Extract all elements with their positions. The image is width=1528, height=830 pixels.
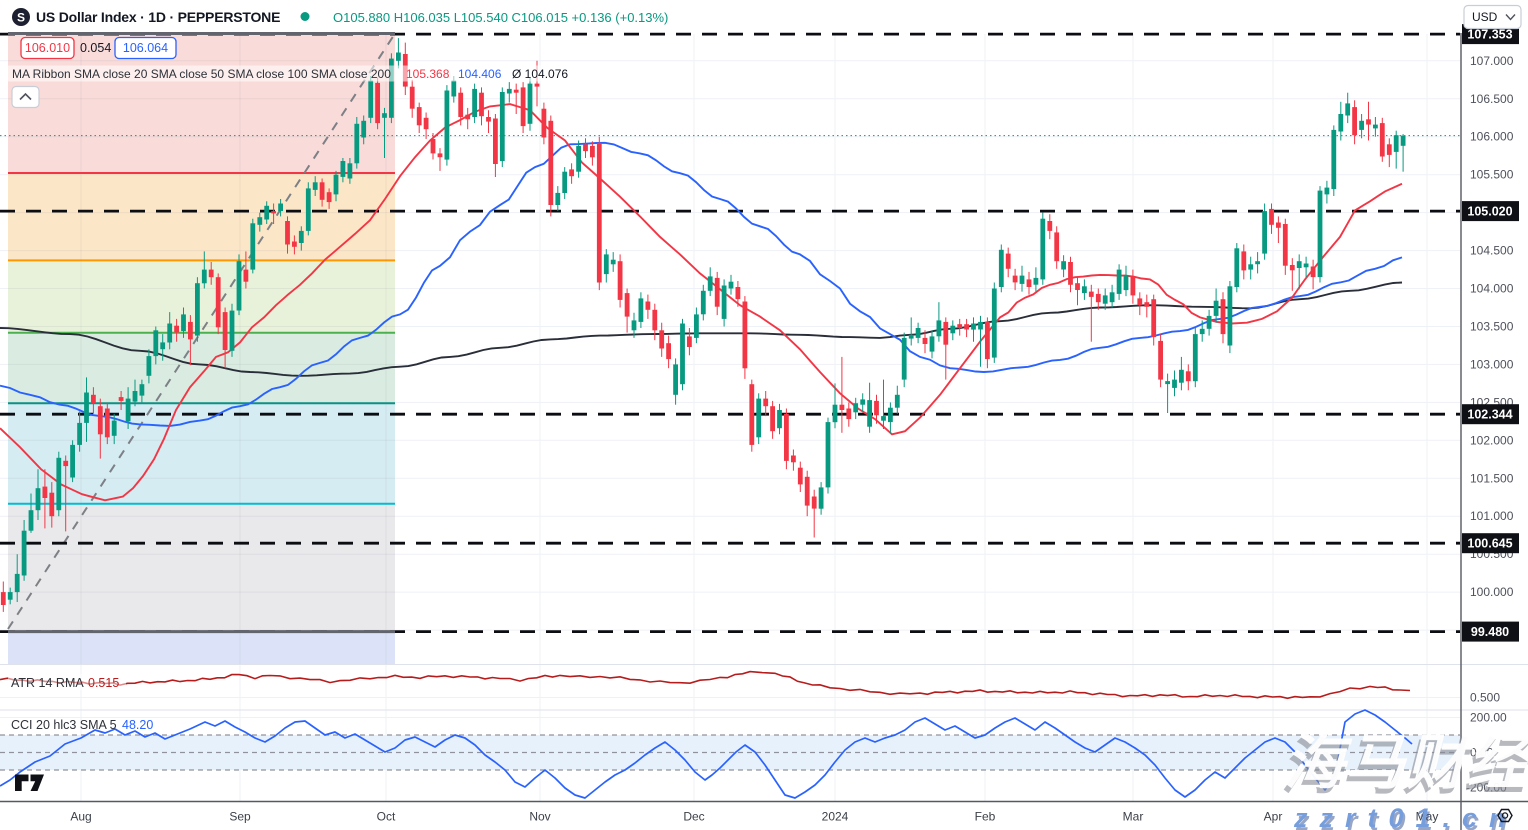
svg-text:106.000: 106.000 bbox=[1470, 130, 1514, 144]
svg-text:104.500: 104.500 bbox=[1470, 244, 1514, 258]
svg-text:zzrt01.cn: zzrt01.cn bbox=[1295, 806, 1520, 830]
svg-text:103.500: 103.500 bbox=[1470, 320, 1514, 334]
svg-text:CCI 20 hlc3 SMA 5: CCI 20 hlc3 SMA 5 bbox=[11, 718, 117, 732]
svg-text:104.406: 104.406 bbox=[458, 67, 502, 81]
svg-text:48.20: 48.20 bbox=[122, 718, 153, 732]
svg-text:Dec: Dec bbox=[683, 810, 704, 824]
svg-text:Oct: Oct bbox=[377, 810, 396, 824]
svg-text:99.480: 99.480 bbox=[1471, 625, 1509, 639]
svg-text:Feb: Feb bbox=[975, 810, 996, 824]
svg-text:USD: USD bbox=[1472, 10, 1498, 24]
svg-text:Nov: Nov bbox=[529, 810, 550, 824]
svg-text:105.020: 105.020 bbox=[1467, 205, 1512, 219]
svg-text:106.010: 106.010 bbox=[25, 41, 70, 55]
svg-text:海马财经: 海马财经 bbox=[1284, 729, 1528, 796]
svg-text:106.064: 106.064 bbox=[123, 41, 168, 55]
svg-text:Aug: Aug bbox=[70, 810, 91, 824]
svg-text:102.000: 102.000 bbox=[1470, 433, 1514, 447]
svg-text:0.500: 0.500 bbox=[1470, 691, 1500, 705]
svg-text:0.054: 0.054 bbox=[80, 41, 111, 55]
svg-text:100.000: 100.000 bbox=[1470, 585, 1514, 599]
svg-text:101.000: 101.000 bbox=[1470, 509, 1514, 523]
svg-text:Mar: Mar bbox=[1123, 810, 1144, 824]
svg-text:107.353: 107.353 bbox=[1467, 28, 1512, 42]
svg-text:106.500: 106.500 bbox=[1470, 92, 1514, 106]
svg-text:O105.880 H106.035 L105.540: O105.880 H106.035 L105.540 C106.015 +0.1… bbox=[333, 10, 668, 25]
svg-text:102.344: 102.344 bbox=[1467, 408, 1512, 422]
svg-text:107.000: 107.000 bbox=[1470, 54, 1514, 68]
svg-text:2024: 2024 bbox=[822, 810, 849, 824]
svg-text:0.00: 0.00 bbox=[1470, 746, 1494, 760]
svg-text:103.000: 103.000 bbox=[1470, 357, 1514, 371]
svg-text:-200.00: -200.00 bbox=[1466, 781, 1507, 795]
svg-text:May: May bbox=[1416, 810, 1439, 824]
svg-text:US Dollar Index · 1D · PEPPERS: US Dollar Index · 1D · PEPPERSTONE bbox=[36, 9, 280, 25]
svg-text:200.00: 200.00 bbox=[1470, 711, 1507, 725]
svg-text:Sep: Sep bbox=[229, 810, 251, 824]
svg-text:104.000: 104.000 bbox=[1470, 282, 1514, 296]
svg-text:0.515: 0.515 bbox=[88, 676, 119, 690]
svg-text:MA Ribbon SMA close 20 SMA clo: MA Ribbon SMA close 20 SMA close 50 SMA … bbox=[12, 67, 391, 81]
svg-text:105.500: 105.500 bbox=[1470, 168, 1514, 182]
svg-text:100.645: 100.645 bbox=[1467, 537, 1512, 551]
svg-text:Ø 104.076: Ø 104.076 bbox=[512, 67, 568, 81]
svg-text:zzrt01.cn: zzrt01.cn bbox=[1293, 803, 1518, 830]
svg-text:S: S bbox=[17, 11, 25, 25]
svg-text:105.368: 105.368 bbox=[406, 67, 450, 81]
svg-text:海马财经: 海马财经 bbox=[1281, 734, 1528, 801]
svg-text:101.500: 101.500 bbox=[1470, 471, 1514, 485]
svg-text:ATR 14 RMA: ATR 14 RMA bbox=[11, 676, 84, 690]
svg-text:Apr: Apr bbox=[1264, 810, 1283, 824]
